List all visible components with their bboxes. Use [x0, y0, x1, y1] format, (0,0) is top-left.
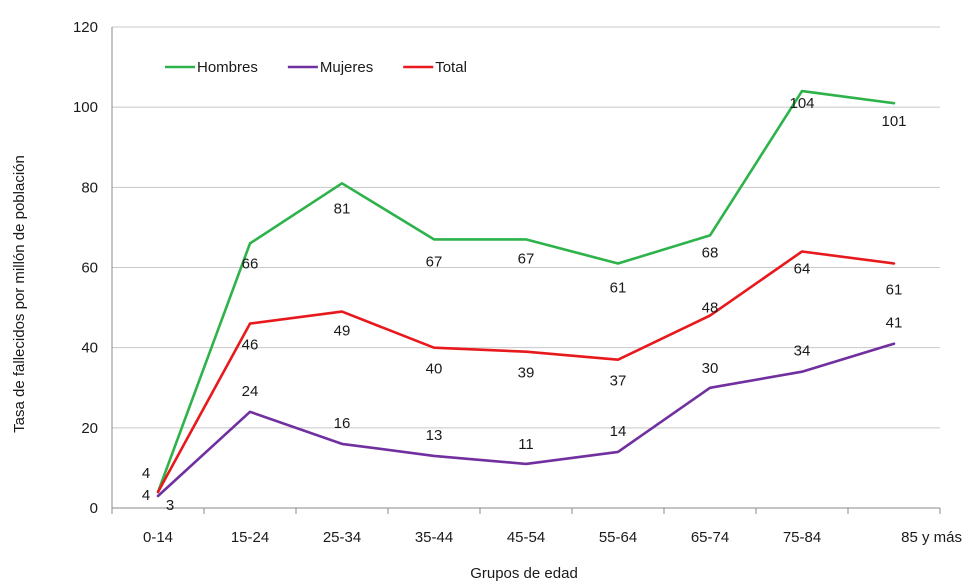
y-tick-label: 0 — [90, 500, 98, 517]
data-label: 14 — [610, 423, 627, 440]
data-label: 81 — [334, 200, 351, 217]
x-tick-label: 85 y más — [901, 529, 962, 546]
x-tick-label: 55-64 — [599, 529, 637, 546]
data-label: 61 — [886, 281, 903, 298]
data-label: 30 — [702, 360, 719, 377]
data-label: 104 — [789, 95, 814, 112]
data-label: 68 — [702, 244, 719, 261]
data-label: 34 — [794, 343, 811, 360]
y-tick-labels: 0 20 40 60 80 100 120 — [73, 19, 98, 517]
x-tick-label: 15-24 — [231, 529, 269, 546]
x-tick-label: 65-74 — [691, 529, 729, 546]
data-label: 11 — [518, 436, 534, 453]
y-tick-label: 20 — [81, 420, 98, 437]
x-tick-label: 25-34 — [323, 529, 361, 546]
data-label: 40 — [426, 361, 443, 378]
series-lines — [156, 89, 896, 498]
data-label: 39 — [518, 365, 535, 382]
x-tick-label: 75-84 — [783, 529, 821, 546]
x-tick-label: 45-54 — [507, 529, 545, 546]
data-label: 13 — [426, 427, 443, 444]
data-label: 67 — [426, 253, 443, 270]
data-label: 4 — [142, 465, 150, 482]
data-label: 24 — [242, 383, 259, 400]
y-tick-label: 40 — [81, 340, 98, 357]
y-tick-label: 60 — [81, 260, 98, 277]
series-line-hombres — [156, 89, 896, 494]
data-label: 3 — [166, 497, 174, 514]
series-line-total — [156, 250, 896, 494]
axes — [111, 27, 941, 514]
data-label: 16 — [334, 415, 351, 432]
series-line-mujeres — [156, 342, 896, 498]
x-axis-title: Grupos de edad — [470, 565, 578, 582]
legend-label: Total — [435, 59, 467, 76]
y-tick-label: 100 — [73, 99, 98, 116]
data-label: 101 — [881, 113, 906, 130]
data-label: 67 — [518, 250, 535, 267]
y-axis-title: Tasa de fallecidos por millón de poblaci… — [11, 155, 28, 433]
data-label: 46 — [242, 337, 259, 354]
legend: Hombres Mujeres Total — [165, 59, 467, 76]
legend-label: Mujeres — [320, 59, 373, 76]
data-label: 49 — [334, 323, 351, 340]
data-labels: 4 66 81 67 67 61 68 104 101 3 24 16 13 11 14 30 34 41 4 46 4… — [142, 95, 907, 514]
x-tick-label: 0-14 — [143, 529, 173, 546]
x-tick-labels: 0-14 15-24 25-34 35-44 45-54 55-64 65-74 75-84 8… — [143, 529, 962, 546]
data-label: 41 — [886, 315, 903, 332]
data-label: 37 — [610, 373, 627, 390]
grid-lines — [112, 26, 940, 429]
y-tick-label: 120 — [73, 19, 98, 36]
data-label: 4 — [142, 487, 150, 504]
data-label: 48 — [702, 300, 719, 317]
x-tick-label: 35-44 — [415, 529, 453, 546]
data-label: 66 — [242, 255, 259, 272]
y-tick-label: 80 — [81, 179, 98, 196]
data-label: 61 — [610, 279, 627, 296]
legend-label: Hombres — [197, 59, 258, 76]
data-label: 64 — [794, 260, 811, 277]
